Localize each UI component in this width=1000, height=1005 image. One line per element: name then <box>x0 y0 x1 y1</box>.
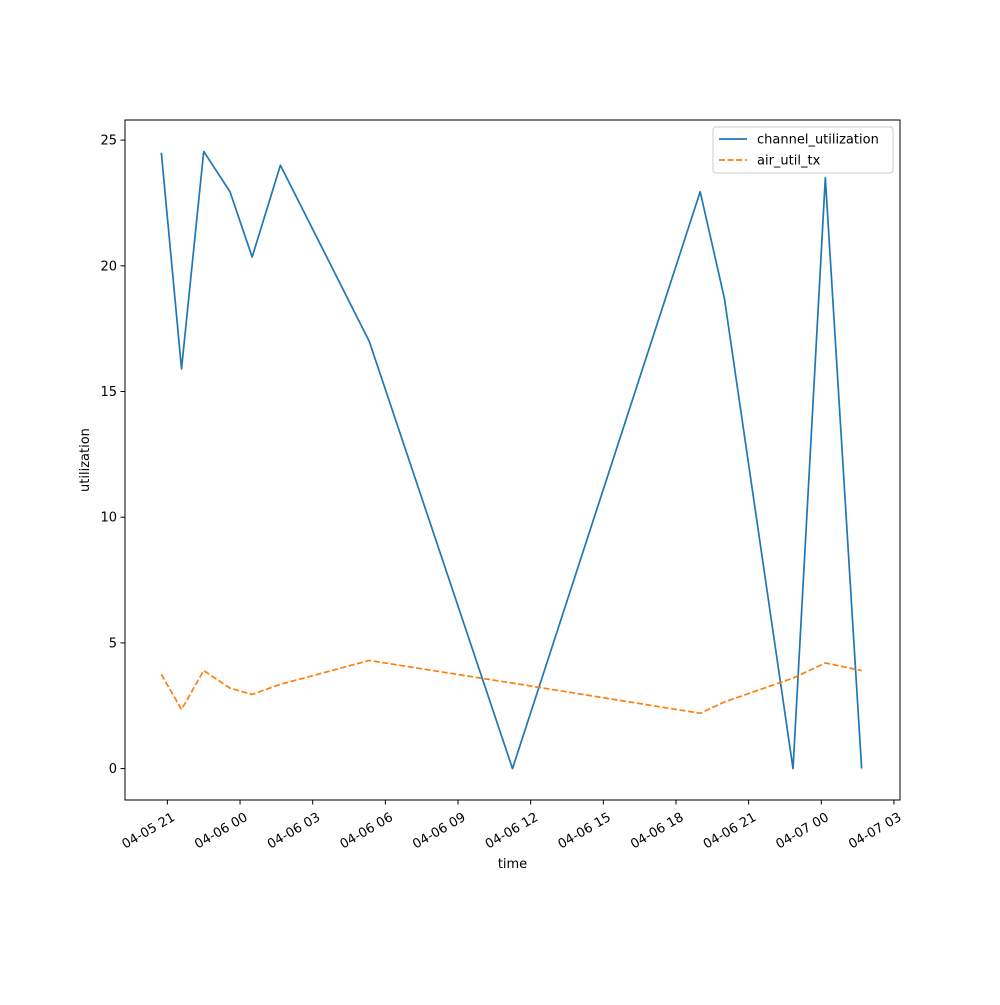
x-axis-label: time <box>498 857 527 872</box>
y-tick-label: 20 <box>100 259 117 274</box>
legend-label-air-util-tx: air_util_tx <box>757 154 821 169</box>
y-tick-label: 15 <box>100 385 117 400</box>
legend: channel_utilization air_util_tx <box>713 127 893 173</box>
y-tick-label: 10 <box>100 511 117 526</box>
y-tick-label: 25 <box>100 134 117 149</box>
y-tick-label: 0 <box>109 762 117 777</box>
y-tick-label: 5 <box>109 636 117 651</box>
legend-label-channel-utilization: channel_utilization <box>757 133 879 148</box>
y-axis-label: utilization <box>78 428 93 492</box>
